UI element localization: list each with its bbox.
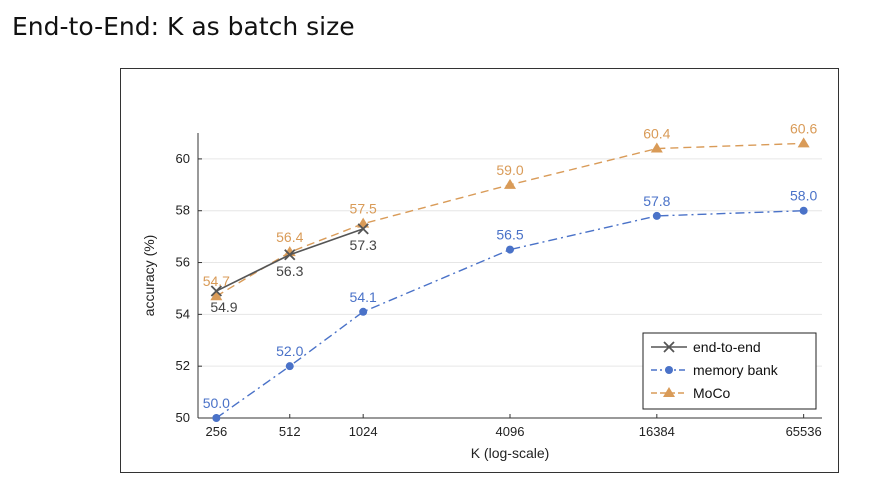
y-tick-label: 54: [176, 306, 190, 321]
data-point-end-to-end: [210, 285, 222, 297]
legend: end-to-end memory bank MoCo: [642, 332, 817, 410]
series-line-memory-bank: [215, 210, 804, 419]
series-layer: [210, 137, 810, 422]
data-label: 50.0: [203, 395, 230, 411]
data-point-memory-bank: [359, 307, 368, 316]
data-label: 58.0: [790, 188, 817, 204]
data-point-end-to-end: [284, 249, 296, 261]
data-point-moco: [357, 217, 370, 228]
data-point-memory-bank: [652, 211, 661, 220]
data-point-memory-bank: [285, 362, 294, 371]
data-point-memory-bank: [212, 414, 221, 422]
marker-x-stroke: [284, 249, 296, 261]
y-tick-label: 58: [176, 203, 190, 218]
legend-label: memory bank: [693, 362, 779, 378]
data-label: 56.5: [496, 227, 523, 243]
marker-x-stroke: [210, 285, 222, 297]
x-axis-title: K (log-scale): [471, 445, 550, 461]
data-label: 54.1: [350, 289, 377, 305]
axes-layer: 50 52 54 56 58 60 256 512 1024 4096 16384 65536 K (l…: [141, 133, 822, 461]
legend-label: end-to-end: [693, 339, 761, 355]
data-label: 52.0: [276, 343, 303, 359]
y-tick-label: 60: [176, 151, 190, 166]
legend-marker: [665, 366, 673, 374]
grid-layer: [198, 158, 822, 419]
data-label: 59.0: [496, 162, 523, 178]
series-line-moco: [215, 142, 804, 297]
y-tick-label: 56: [176, 255, 190, 270]
data-point-moco: [797, 137, 810, 148]
data-point-memory-bank: [506, 245, 514, 254]
data-label: 60.4: [643, 126, 670, 142]
x-tick-label: 16384: [639, 424, 675, 439]
data-label: 60.6: [790, 120, 817, 136]
x-tick-label: 4096: [496, 424, 525, 439]
marker-x-stroke: [357, 223, 369, 235]
data-point-memory-bank: [799, 206, 808, 215]
y-tick-label: 52: [176, 358, 190, 373]
y-tick-label: 50: [176, 410, 190, 425]
x-tick-label: 1024: [349, 424, 378, 439]
data-point-moco: [650, 142, 663, 153]
data-point-end-to-end: [357, 223, 369, 235]
legend-marker: [663, 341, 675, 353]
data-point-moco: [504, 178, 516, 189]
data-label: 57.3: [350, 237, 377, 253]
legend-marker: [663, 387, 675, 397]
data-label: 54.7: [203, 273, 230, 289]
x-tick-label: 65536: [786, 424, 822, 439]
data-label: 56.3: [276, 263, 303, 279]
slide-title: End-to-End: K as batch size: [12, 12, 355, 41]
legend-label: MoCo: [693, 385, 731, 401]
data-label: 54.9: [210, 299, 237, 315]
y-axis-title: accuracy (%): [141, 235, 157, 317]
x-tick-label: 512: [279, 424, 301, 439]
data-label: 56.4: [276, 229, 303, 245]
data-point-moco: [210, 290, 223, 301]
marker-x-stroke: [663, 341, 675, 353]
data-label: 57.8: [643, 193, 670, 209]
x-tick-label: 256: [206, 424, 228, 439]
data-labels-layer: 54.7 56.4 57.5 59.0 60.4 60.6 50.0 52.0 54.1 56.5…: [203, 120, 818, 411]
data-label: 57.5: [350, 201, 377, 217]
